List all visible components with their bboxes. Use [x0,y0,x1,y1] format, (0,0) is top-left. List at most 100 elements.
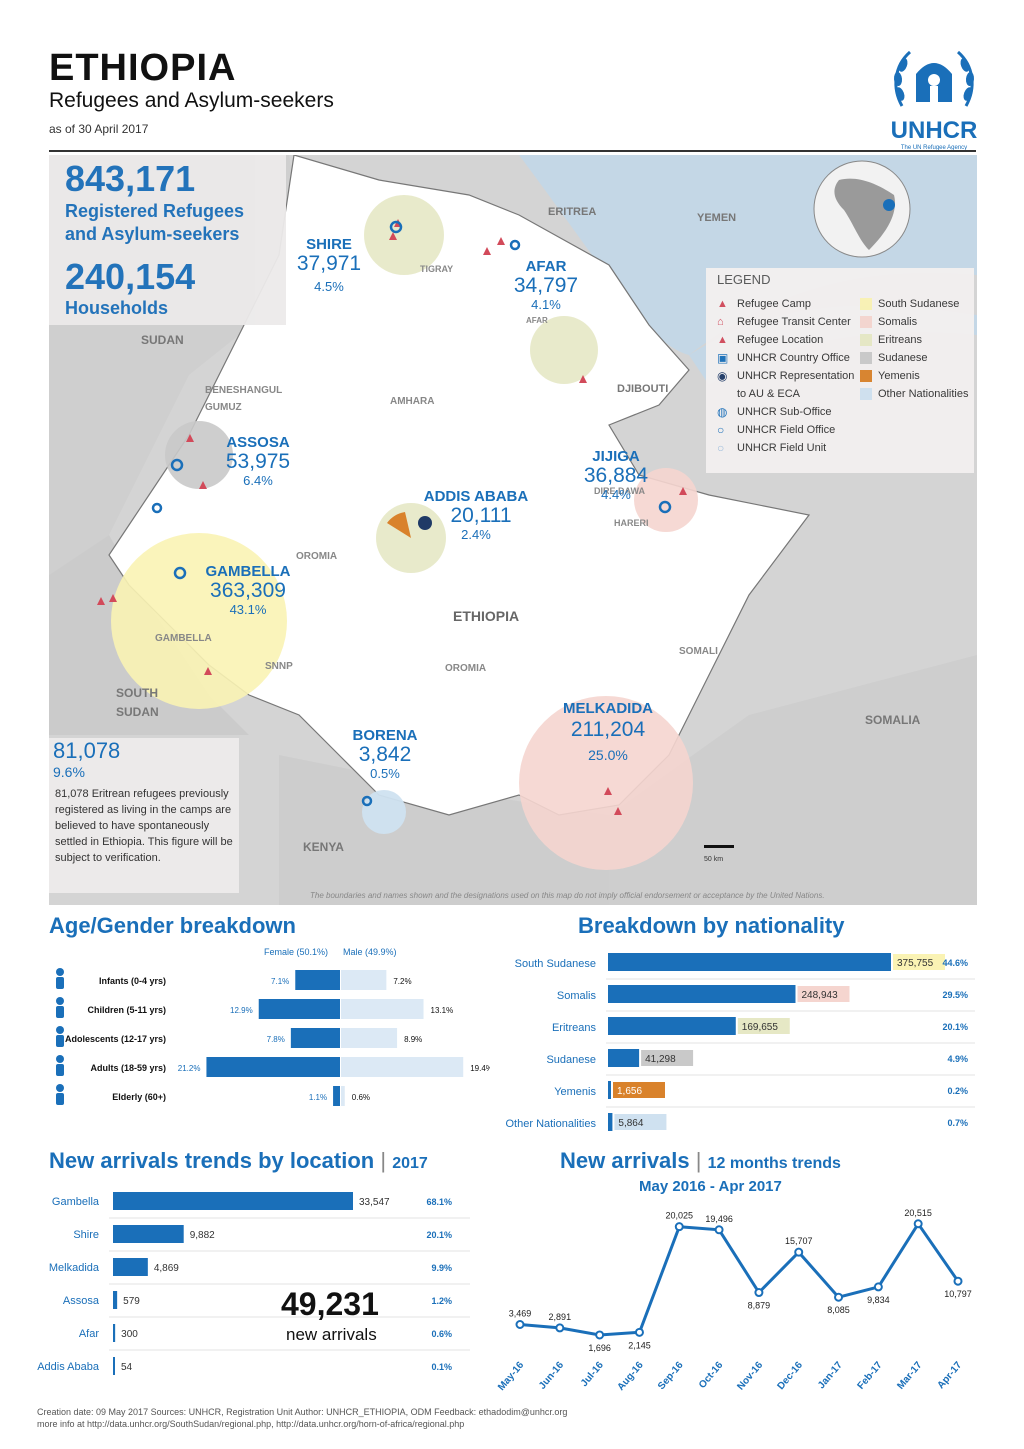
age-gender-chart: Infants (0-4 yrs) 7.1% 7.2% Children (5-11 … [56,968,490,1106]
arrivals-total-label: new arrivals [286,1325,377,1344]
nationality-value-bg [893,954,945,970]
total-households-label: Households [65,298,169,318]
nationality-label: Yemenis [554,1086,596,1098]
male-header: Male (49.9%) [343,947,397,957]
region-label-snnp: SNNP [265,661,293,672]
legend-swatch [860,298,872,310]
nationality-title: Breakdown by nationality [578,913,845,938]
nationality-bar [608,1049,640,1067]
country-label-ethiopia: ETHIOPIA [453,608,520,624]
total-registered-label-1: Registered Refugees [65,201,245,221]
country-office-icon: ▣ [717,351,729,365]
legend-nationality-item: Other Nationalities [860,385,972,403]
adolescent-icon [56,1026,64,1047]
legend-nationality-item: Somalis [860,313,972,331]
legend-item-refugee-camp: ▲ Refugee Camp [717,295,862,313]
location-percent: 25.0% [588,747,628,763]
eritrean-percent: 9.6% [53,764,85,780]
nationality-value-bg [641,1050,694,1066]
map-disclaimer: The boundaries and names shown and the d… [310,891,825,900]
legend-item-representation-2: to AU & ECA [717,385,862,403]
nationality-value-label: 5,864 [618,1118,643,1129]
nationality-value-bg [797,986,850,1002]
location-value: 363,309 [210,579,286,602]
legend-item-refugee-location: ▲ Refugee Location [717,331,862,349]
location-name: AFAR [525,258,567,275]
age-row-label: Children (5-11 yrs) [87,1005,166,1015]
female-pct-label: 7.8% [267,1035,285,1044]
trend-point [873,1282,883,1292]
location-borena: BORENA 3,842 0.5% [345,727,425,781]
male-bar [341,1057,464,1077]
eritrean-note-panel: 81,078 9.6% 81,078 Eritrean refugees pre… [49,738,239,893]
region-label-oromia-west: OROMIA [296,551,338,562]
location-label: Assosa [63,1295,100,1307]
unhcr-logo: UNHCR The UN Refugee Agency [888,44,980,151]
unhcr-emblem-icon [893,50,975,107]
location-label: Shire [73,1229,99,1241]
trend-point [714,1225,724,1235]
field-office-icon: ○ [717,423,725,437]
trend-month-label: Jun-16 [537,1360,566,1392]
trend-month-label: Apr-17 [936,1360,965,1392]
location-name: ASSOSA [226,434,290,451]
trend-point [555,1323,565,1333]
nationality-value-label: 41,298 [645,1054,676,1065]
arrivals-total-value: 49,231 [281,1286,379,1322]
legend-item-label: UNHCR Representation [737,370,855,382]
trend-point [595,1330,605,1340]
location-afar: AFAR 34,797 4.1% [508,258,584,312]
location-name: BORENA [352,727,418,744]
child-icon [56,997,64,1018]
male-pct-label: 13.1% [431,1006,454,1015]
eritrean-text: 81,078 Eritrean refugees previously regi… [55,788,233,864]
representation-icon: ◉ [717,369,728,383]
nationality-value-label: 1,656 [617,1086,642,1097]
location-label: Gambella [52,1196,100,1208]
nationality-pct-label: 29.5% [942,990,968,1000]
region-label-oromia-south: OROMIA [445,663,487,674]
age-row-label: Adolescents (12-17 yrs) [65,1034,166,1044]
trend-point [674,1222,684,1232]
trend-value-label: 8,085 [827,1305,850,1315]
male-bar [341,1028,398,1048]
region-label-afar: AFAR [526,316,548,325]
legend-title: LEGEND [717,272,771,287]
location-percent: 0.5% [370,766,400,781]
trend-month-label: Jan-17 [816,1360,845,1392]
legend-swatch [860,352,872,364]
location-value-label: 54 [121,1362,133,1373]
location-value: 37,971 [296,252,362,275]
region-label-tigray: TIGRAY [420,264,454,274]
female-bar [258,999,340,1019]
location-value: 34,797 [513,274,579,297]
location-percent: 4.1% [531,297,561,312]
country-label-eritrea: ERITREA [548,206,597,218]
country-label-djibouti: DJIBOUTI [617,383,669,395]
male-pct-label: 19.4% [470,1064,490,1073]
legend-nationality-item: Eritreans [860,331,972,349]
trend-point [754,1288,764,1298]
trend-month-label: Oct-16 [697,1360,726,1391]
male-pct-label: 0.6% [352,1093,370,1102]
footer-credits: Creation date: 09 May 2017 Sources: UNHC… [37,1407,568,1417]
location-name: SHIRE [306,236,352,253]
location-bar [113,1225,184,1243]
location-pct-label: 0.6% [431,1329,452,1339]
location-name: JIJIGA [592,448,640,465]
location-name: MELKADIDA [563,700,653,717]
location-value: 211,204 [570,718,646,741]
trend-point [834,1292,844,1302]
trend-value-label: 8,879 [748,1301,771,1311]
legend-item-label: to AU & ECA [737,388,800,400]
legend-item-country-office: ▣ UNHCR Country Office [717,349,862,367]
region-label-somali: SOMALI [679,646,718,657]
female-pct-label: 21.2% [178,1064,201,1073]
location-percent: 6.4% [243,473,273,488]
infant-icon [56,968,64,989]
legend-swatch [860,316,872,328]
location-value-label: 4,869 [154,1263,179,1274]
nationality-label: Somalis [557,990,597,1002]
male-bar [341,1086,345,1106]
legend-item-label: UNHCR Sub-Office [737,406,832,418]
